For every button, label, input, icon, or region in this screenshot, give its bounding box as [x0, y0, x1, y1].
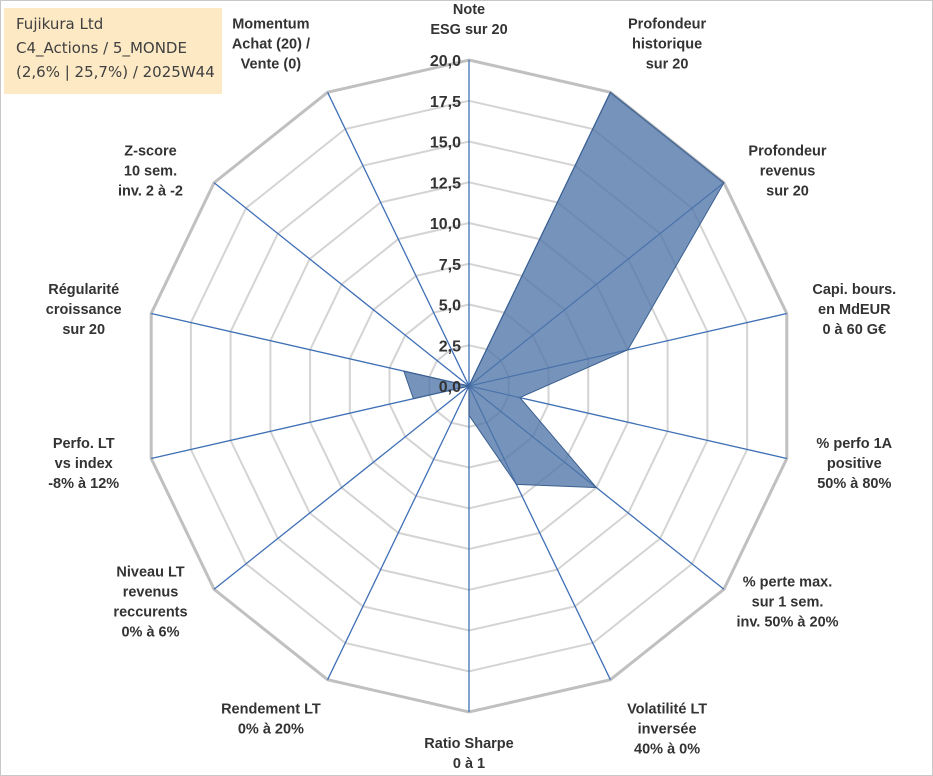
axis-spoke	[327, 92, 470, 387]
axis-label: Momentum Achat (20) / Vente (0)	[232, 16, 310, 72]
axis-label-line: vs index	[55, 456, 113, 472]
axis-label-line: historique	[632, 36, 702, 52]
axis-label: Perfo. LT vs index -8% à 12%	[48, 436, 119, 492]
axis-label-line: en MdEUR	[818, 302, 891, 318]
axis-label-line: 0 à 60 G€	[822, 322, 886, 338]
axis-label-line: Régularité	[48, 282, 119, 298]
axis-label-line: 0% à 6%	[121, 625, 179, 641]
radial-tick-label: 5,0	[439, 298, 461, 315]
axis-label-line: 40% à 0%	[634, 742, 700, 758]
axis-spoke	[213, 182, 470, 387]
axis-label-line: % perte max.	[743, 575, 832, 591]
axis-label-line: 0% à 20%	[238, 722, 304, 738]
radial-tick-label: 0,0	[439, 379, 461, 396]
company-name: Fujikura Ltd	[16, 15, 104, 33]
axis-label-line: Z-score	[124, 143, 176, 159]
axis-label-line: ESG sur 20	[430, 22, 507, 38]
axis-label: Note ESG sur 20	[430, 2, 507, 38]
axis-label-line: reccurents	[113, 605, 187, 621]
axis-label-line: 10 sem.	[124, 163, 177, 179]
axis-label-line: sur 20	[766, 183, 809, 199]
axis-label-line: 0 à 1	[453, 756, 485, 772]
axis-label: Capi. bours. en MdEUR 0 à 60 G€	[812, 282, 896, 338]
axis-spoke	[468, 385, 787, 460]
axis-label: Régularité croissance sur 20	[46, 282, 122, 338]
axis-label-line: sur 20	[646, 56, 689, 72]
axis-label-line: Profondeur	[628, 16, 706, 32]
performance-week: (2,6% | 25,7%) / 2025W44	[16, 63, 215, 81]
axis-label-line: positive	[827, 456, 882, 472]
axis-label-line: inversée	[638, 722, 697, 738]
axis-label-line: Volatilité LT	[627, 702, 707, 718]
axis-label-line: -8% à 12%	[48, 476, 119, 492]
axis-label-line: Perfo. LT	[53, 436, 115, 452]
axis-label-line: % perfo 1A	[816, 436, 892, 452]
axis-label-line: 50% à 80%	[817, 476, 891, 492]
axis-label-line: revenus	[760, 163, 816, 179]
axis-label-line: inv. 50% à 20%	[736, 615, 838, 631]
axis-spoke	[327, 385, 470, 680]
radial-tick-label: 12,5	[430, 175, 461, 192]
axis-label: Profondeur historique sur 20	[628, 16, 706, 72]
axis-label-line: revenus	[123, 585, 179, 601]
axis-label: Z-score 10 sem. inv. 2 à -2	[118, 143, 183, 199]
radial-tick-label: 20,0	[430, 53, 461, 70]
series-area	[403, 91, 725, 489]
radial-tick-label: 15,0	[430, 135, 461, 152]
axis-label: % perfo 1A positive 50% à 80%	[816, 436, 892, 492]
axis-label-line: Profondeur	[748, 143, 826, 159]
radial-tick-label: 7,5	[439, 257, 461, 274]
axis-label: % perte max. sur 1 sem. inv. 50% à 20%	[736, 575, 838, 631]
axis-label: Ratio Sharpe 0 à 1	[424, 736, 513, 772]
radar-tick-labels: 0,0 2,5 5,0 7,5 10,0 12,5 15,0 17,5 20,0	[430, 53, 461, 396]
radial-tick-label: 17,5	[430, 94, 461, 111]
axis-label-line: sur 20	[62, 322, 105, 338]
axis-label-line: Rendement LT	[221, 702, 321, 718]
axis-spoke	[213, 385, 470, 590]
axis-label-line: Momentum	[232, 16, 309, 32]
radar-series	[403, 91, 725, 489]
axis-label-line: Capi. bours.	[812, 282, 896, 298]
axis-label: Rendement LT 0% à 20%	[221, 702, 321, 738]
axis-label-line: croissance	[46, 302, 122, 318]
axis-label-line: Niveau LT	[116, 565, 184, 581]
axis-label: Volatilité LT inversée 40% à 0%	[627, 702, 707, 758]
axis-label-line: Vente (0)	[241, 56, 302, 72]
radial-tick-label: 2,5	[439, 338, 461, 355]
axis-label-line: inv. 2 à -2	[118, 183, 183, 199]
axis-label-line: sur 1 sem.	[752, 595, 824, 611]
radial-tick-label: 10,0	[430, 216, 461, 233]
info-box: Fujikura Ltd C4_Actions / 5_MONDE (2,6% …	[4, 8, 222, 94]
axis-label-line: Ratio Sharpe	[424, 736, 513, 752]
axis-label-line: Note	[453, 2, 485, 18]
portfolio-name: C4_Actions / 5_MONDE	[16, 39, 187, 57]
radar-category-labels: Note ESG sur 20 Profondeur historique sur 20…	[46, 2, 896, 772]
axis-label: Niveau LT revenus reccurents 0% à 6%	[113, 565, 187, 641]
axis-label: Profondeur revenus sur 20	[748, 143, 826, 199]
axis-label-line: Achat (20) /	[232, 36, 310, 52]
